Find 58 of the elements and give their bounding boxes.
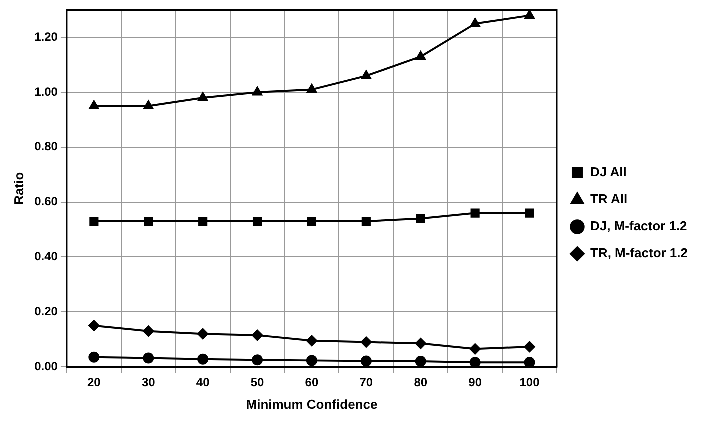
y-tick-label: 0.80	[34, 140, 58, 154]
point	[360, 356, 372, 367]
point	[198, 328, 209, 340]
point	[306, 335, 318, 346]
y-axis-title: Ratio	[11, 172, 26, 205]
point	[416, 214, 426, 224]
point	[524, 10, 535, 19]
point	[524, 357, 536, 367]
y-tick-label: 0.40	[34, 250, 58, 264]
x-tick-label: 90	[468, 376, 482, 390]
x-tick-label: 40	[196, 376, 210, 390]
x-tick-label: 20	[88, 376, 102, 390]
point	[88, 352, 100, 363]
point	[415, 356, 426, 367]
point	[362, 70, 372, 80]
point	[360, 336, 372, 348]
point	[143, 326, 154, 337]
point	[306, 355, 318, 366]
point	[143, 352, 154, 364]
point	[362, 217, 371, 226]
x-tick-label: 60	[305, 376, 319, 390]
x-tick-label: 100	[520, 376, 540, 390]
point	[252, 217, 262, 226]
point	[415, 338, 426, 350]
legend-label: TR All	[590, 192, 628, 207]
y-tick-label: 1.00	[34, 84, 58, 99]
point	[89, 100, 100, 110]
point	[307, 217, 317, 226]
y-tick-label: 1.20	[34, 30, 58, 44]
x-axis-title: Minimum Confidence	[246, 396, 378, 412]
point	[252, 330, 264, 341]
y-tick-label: 0.00	[34, 359, 58, 374]
point	[88, 320, 100, 332]
point	[470, 18, 480, 28]
x-tick-label: 30	[142, 376, 156, 390]
legend-label: DJ All	[590, 164, 627, 180]
point	[470, 344, 481, 355]
point	[470, 208, 480, 218]
x-tick-label: 80	[414, 376, 428, 390]
legend-label: TR, M-factor 1.2	[590, 246, 688, 261]
point	[90, 217, 99, 226]
point	[524, 341, 536, 352]
point	[198, 92, 208, 102]
y-tick-label: 0.20	[34, 304, 58, 318]
point	[252, 354, 264, 366]
point	[307, 84, 317, 94]
legend-label: DJ, M-factor 1.2	[590, 218, 688, 234]
x-tick-label: 70	[360, 376, 374, 390]
y-tick-label: 0.60	[34, 194, 58, 209]
point	[252, 87, 262, 96]
point	[144, 217, 154, 226]
point	[144, 100, 154, 110]
point	[525, 208, 534, 218]
x-tick-label: 50	[250, 376, 265, 390]
point	[198, 354, 209, 365]
point	[416, 51, 426, 60]
point	[198, 217, 208, 226]
point	[470, 357, 481, 367]
